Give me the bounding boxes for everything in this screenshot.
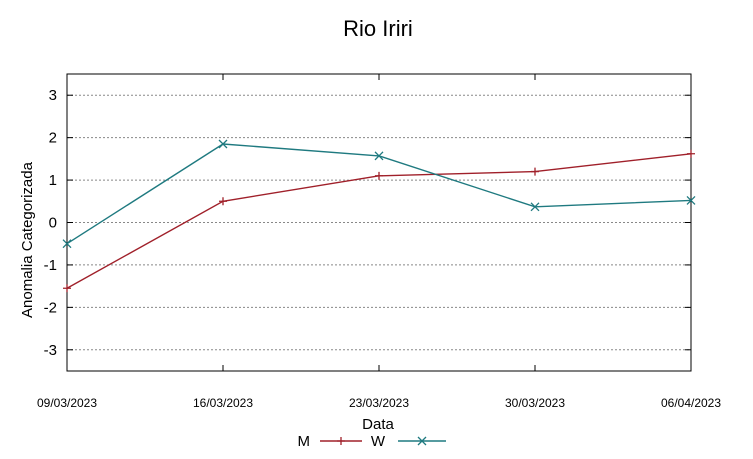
legend-marker-m <box>337 437 345 445</box>
chart-title: Rio Iriri <box>343 16 413 41</box>
y-axis-label: Anomalia Categorizada <box>19 161 36 318</box>
data-point-m <box>63 284 71 293</box>
data-point-w <box>374 151 384 161</box>
data-point-w <box>62 239 72 249</box>
y-axis: -3 -2 -1 0 1 2 3 <box>44 87 691 359</box>
legend-label-w: W <box>371 433 386 450</box>
x-tick-label: 09/03/2023 <box>37 396 97 410</box>
y-tick-label: -3 <box>44 342 57 359</box>
data-point-m <box>219 197 227 206</box>
x-axis-label: Data <box>362 416 394 433</box>
y-tick-label: 2 <box>49 130 57 147</box>
series-group <box>62 139 696 293</box>
x-tick-label: 23/03/2023 <box>349 396 409 410</box>
data-point-w <box>530 202 540 212</box>
y-tick-label: 0 <box>49 215 57 232</box>
data-point-m <box>531 167 539 176</box>
series-line-w <box>66 143 692 245</box>
y-tick-label: -1 <box>44 257 57 274</box>
legend-marker-w <box>417 436 427 446</box>
x-tick-label: 30/03/2023 <box>505 396 565 410</box>
y-tick-label: -2 <box>44 299 57 316</box>
data-point-m <box>375 171 383 180</box>
y-tick-label: 3 <box>49 87 57 104</box>
legend-label-m: M <box>298 433 311 450</box>
x-axis: 09/03/2023 16/03/2023 23/03/2023 30/03/2023… <box>37 74 721 410</box>
data-point-w <box>218 139 228 149</box>
data-point-w <box>686 195 696 205</box>
y-tick-label: 1 <box>49 172 57 189</box>
x-tick-label: 16/03/2023 <box>193 396 253 410</box>
data-point-m <box>687 149 695 158</box>
x-tick-label: 06/04/2023 <box>661 396 721 410</box>
grid <box>67 94 691 351</box>
